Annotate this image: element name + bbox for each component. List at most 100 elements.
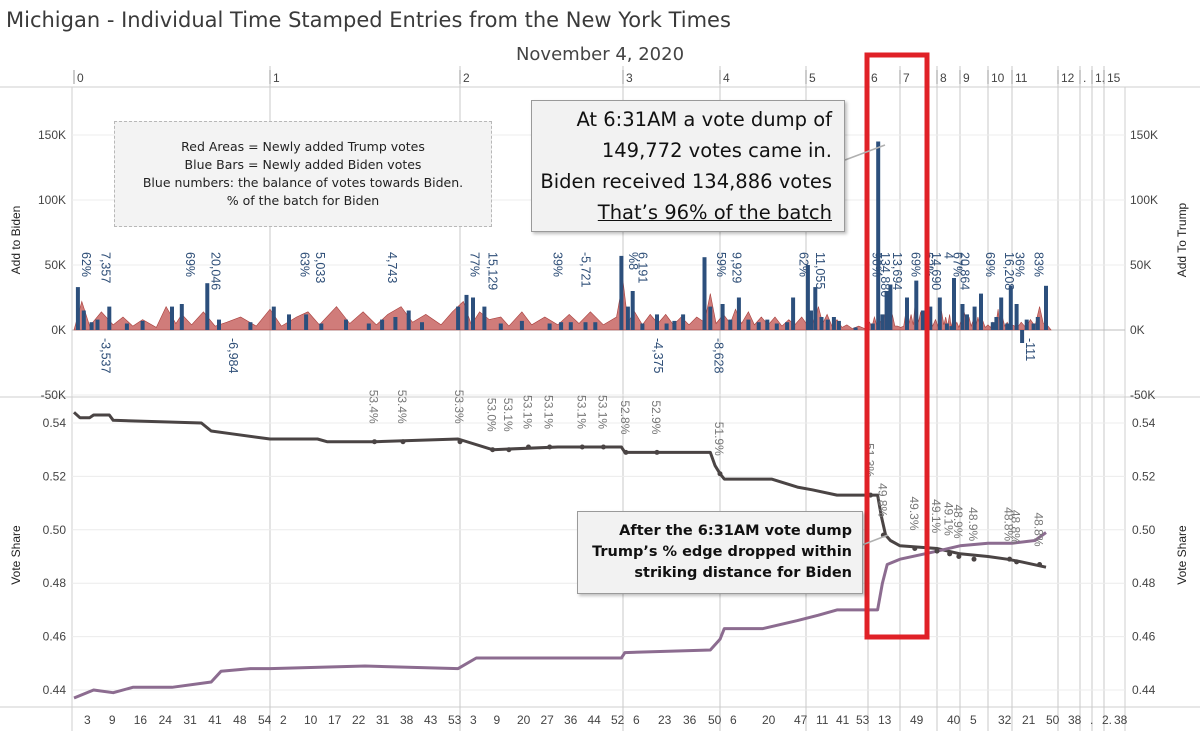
- minute-tick-label: 5: [970, 713, 977, 727]
- minute-tick-label: 20: [517, 713, 531, 727]
- minute-tick-label: 38: [1114, 713, 1128, 727]
- biden-bar: [179, 304, 184, 330]
- biden-bar: [920, 310, 925, 330]
- minute-tick-label: 53: [856, 713, 870, 727]
- top-data-label: 36%: [1013, 252, 1027, 277]
- minute-tick-label: 6: [633, 713, 640, 727]
- hour-label: .: [1083, 71, 1086, 85]
- biden-bar: [406, 310, 411, 330]
- minute-tick-label: 21: [1022, 713, 1036, 727]
- share-data-label: 48.8%: [1009, 510, 1023, 544]
- legend-line-percent: % of the batch for Biden: [226, 193, 380, 208]
- callout-line-1: At 6:31AM a vote dump of: [576, 108, 832, 131]
- biden-bar: [999, 297, 1004, 330]
- biden-bar: [547, 323, 552, 330]
- biden-bar: [994, 317, 999, 330]
- minute-tick-label: 10: [304, 713, 318, 727]
- bottom-left-tick-label: 0.50: [43, 523, 67, 537]
- minute-tick-label: 3: [84, 713, 91, 727]
- callout-line-4: That’s 96% of the batch: [597, 201, 832, 224]
- biden-bar: [952, 278, 956, 330]
- minute-tick-label: 9: [109, 713, 116, 727]
- share-data-label: 53.4%: [367, 390, 381, 424]
- share-point-marker: [934, 548, 940, 554]
- biden-bar: [1024, 319, 1029, 330]
- hour-label: 0: [77, 71, 84, 85]
- share-data-label: 49.1%: [942, 502, 956, 536]
- biden-bar: [880, 314, 885, 330]
- bottom-right-tick-label: 0.46: [1132, 630, 1156, 644]
- top-right-tick-label: 50K: [1130, 258, 1151, 272]
- trump-share-line: [72, 411, 1047, 569]
- share-data-label: 51.9%: [712, 422, 726, 456]
- biden-bar: [519, 320, 524, 330]
- top-data-label: 83%: [1031, 252, 1045, 277]
- hour-label: 11: [1015, 71, 1028, 85]
- top-data-label: 63%: [298, 252, 312, 277]
- biden-bar: [593, 322, 598, 330]
- top-data-label: 9,929: [730, 252, 744, 283]
- share-data-label: 53.1%: [574, 395, 588, 429]
- biden-bar: [809, 310, 813, 330]
- bottom-left-tick-label: 0.54: [43, 416, 67, 430]
- callout2-arrow: [861, 534, 889, 546]
- minute-tick-label: 36: [564, 713, 578, 727]
- hour-label: 4: [723, 71, 730, 85]
- legend-line-blue: Blue Bars = Newly added Biden votes: [184, 157, 422, 172]
- bottom-left-tick-label: 0.44: [43, 683, 67, 697]
- biden-bar: [619, 255, 624, 330]
- minute-tick-label: 48: [233, 713, 247, 727]
- biden-bar: [672, 320, 677, 330]
- top-data-label: 5,033: [313, 252, 327, 283]
- minute-tick-label: 41: [836, 713, 850, 727]
- top-right-tick-label: 150K: [1130, 128, 1158, 142]
- top-data-label: -4,375: [651, 338, 665, 373]
- biden-bar: [568, 322, 573, 330]
- biden-bar: [393, 317, 398, 330]
- biden-bar: [583, 322, 588, 330]
- top-left-axis-title: Add to Biden: [9, 206, 23, 275]
- bottom-left-tick-label: 0.52: [43, 469, 67, 483]
- biden-bar: [344, 319, 348, 330]
- top-left-tick-label: -50K: [41, 388, 66, 402]
- share-data-label: 53.1%: [595, 395, 609, 429]
- share-point-marker: [490, 447, 496, 453]
- top-data-label: 134,886: [878, 252, 892, 297]
- biden-bar: [928, 306, 933, 330]
- top-right-tick-label: 100K: [1130, 193, 1158, 207]
- minute-tick-label: 11: [816, 713, 829, 727]
- share-data-label: 49.8%: [875, 483, 889, 517]
- top-data-label: 4: [941, 252, 955, 259]
- callout-line-3: Biden received 134,886 votes: [540, 170, 832, 193]
- top-data-label: 39%: [551, 252, 565, 277]
- biden-bar: [1035, 317, 1040, 330]
- minute-tick-label: 50: [708, 713, 722, 727]
- hour-label: 1: [273, 71, 280, 85]
- biden-bar: [95, 319, 100, 330]
- share-point-marker: [600, 444, 606, 450]
- top-data-label: 69%: [908, 252, 922, 277]
- minute-tick-label: 50: [1046, 713, 1060, 727]
- minute-tick-label: 22: [352, 713, 366, 727]
- share-data-label: 48.9%: [966, 507, 980, 541]
- bottom-right-axis-title: Vote Share: [1175, 525, 1189, 585]
- hour-label: 2: [463, 71, 470, 85]
- biden-bar: [944, 323, 949, 330]
- top-data-label: -3,537: [99, 338, 113, 373]
- biden-bar: [1031, 323, 1036, 330]
- top-right-axis-title: Add To Trump: [1175, 202, 1189, 277]
- minute-tick-label: 47: [794, 713, 808, 727]
- hour-label: 7: [903, 71, 910, 85]
- biden-bar: [791, 297, 796, 330]
- bottom-left-tick-label: 0.46: [43, 630, 67, 644]
- callout2-line-2: Trump’s % edge dropped within: [592, 544, 852, 560]
- share-point-marker: [506, 447, 512, 453]
- minute-tick-label: 41: [208, 713, 222, 727]
- biden-bar: [972, 306, 977, 330]
- biden-bar: [420, 322, 424, 330]
- share-data-label: 53.3%: [452, 390, 466, 424]
- biden-bar: [813, 287, 818, 330]
- minute-tick-label: 31: [376, 713, 390, 727]
- top-left-tick-label: 100K: [38, 193, 66, 207]
